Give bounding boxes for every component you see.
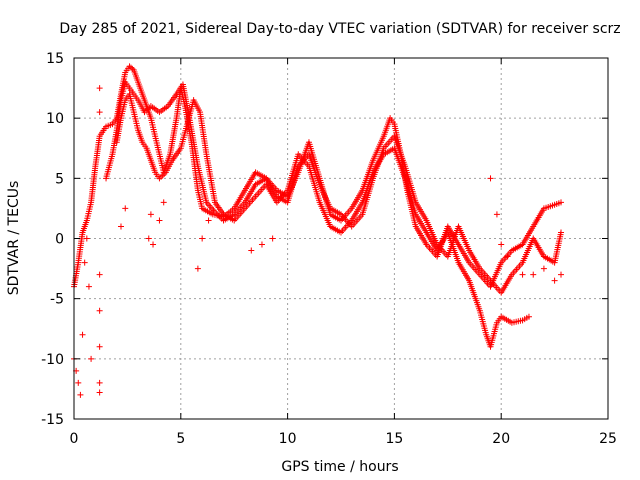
data-point-marker — [258, 241, 265, 248]
data-point-marker — [558, 271, 565, 278]
x-tick-label: 25 — [599, 431, 617, 447]
data-point-marker — [77, 391, 84, 398]
data-point-marker — [75, 379, 82, 386]
data-point-marker — [122, 205, 129, 212]
data-point-marker — [551, 277, 558, 284]
data-point-marker — [269, 235, 276, 242]
data-point-marker — [96, 389, 103, 396]
y-tick-label: 15 — [46, 51, 64, 67]
y-tick-label: -10 — [41, 352, 64, 368]
x-tick-label: 15 — [385, 431, 403, 447]
y-tick-label: 0 — [55, 232, 64, 248]
data-point-marker — [96, 271, 103, 278]
data-point-marker — [519, 271, 526, 278]
data-point-marker — [88, 355, 95, 362]
data-point-marker — [530, 271, 537, 278]
data-point-marker — [498, 241, 505, 248]
data-point-marker — [117, 223, 124, 230]
data-point-marker — [540, 265, 547, 272]
data-point-marker — [150, 241, 157, 248]
data-point-marker — [96, 379, 103, 386]
x-axis-label: GPS time / hours — [281, 459, 398, 475]
data-point-marker — [147, 211, 154, 218]
data-point-marker — [129, 65, 136, 72]
y-tick-label: 10 — [46, 111, 64, 127]
y-tick-label: 5 — [55, 171, 64, 187]
data-point-marker — [83, 235, 90, 242]
data-point-marker — [96, 307, 103, 314]
data-point-marker — [96, 85, 103, 92]
data-point-marker — [199, 235, 206, 242]
data-point-marker — [525, 313, 532, 320]
data-point-marker — [558, 199, 565, 206]
tick-labels: 0 5 10 15 20 25 -15 -10 -5 0 5 10 15 — [41, 51, 617, 447]
data-point-marker — [96, 343, 103, 350]
data-point-marker — [558, 229, 565, 236]
data-point-marker — [145, 235, 152, 242]
x-tick-label: 0 — [70, 431, 79, 447]
x-tick-label: 5 — [176, 431, 185, 447]
data-point-marker — [81, 259, 88, 266]
data-point-marker — [487, 175, 494, 182]
x-tick-label: 20 — [492, 431, 510, 447]
data-point-marker — [96, 109, 103, 116]
data-point-marker — [79, 331, 86, 338]
data-point-marker — [194, 265, 201, 272]
tick-marks — [73, 57, 609, 420]
data-point-marker — [493, 211, 500, 218]
y-tick-label: -15 — [41, 412, 64, 428]
data-point-marker — [85, 283, 92, 290]
data-point-marker — [248, 247, 255, 254]
y-tick-label: -5 — [50, 292, 64, 308]
data-points — [71, 63, 565, 398]
data-point-marker — [160, 199, 167, 206]
chart-title: Day 285 of 2021, Sidereal Day-to-day VTE… — [59, 21, 620, 37]
data-point-marker — [205, 217, 212, 224]
y-axis-label: SDTVAR / TECUs — [6, 181, 22, 296]
data-point-marker — [504, 253, 511, 260]
x-tick-label: 10 — [279, 431, 297, 447]
data-point-marker — [156, 217, 163, 224]
grid-lines — [74, 58, 608, 419]
